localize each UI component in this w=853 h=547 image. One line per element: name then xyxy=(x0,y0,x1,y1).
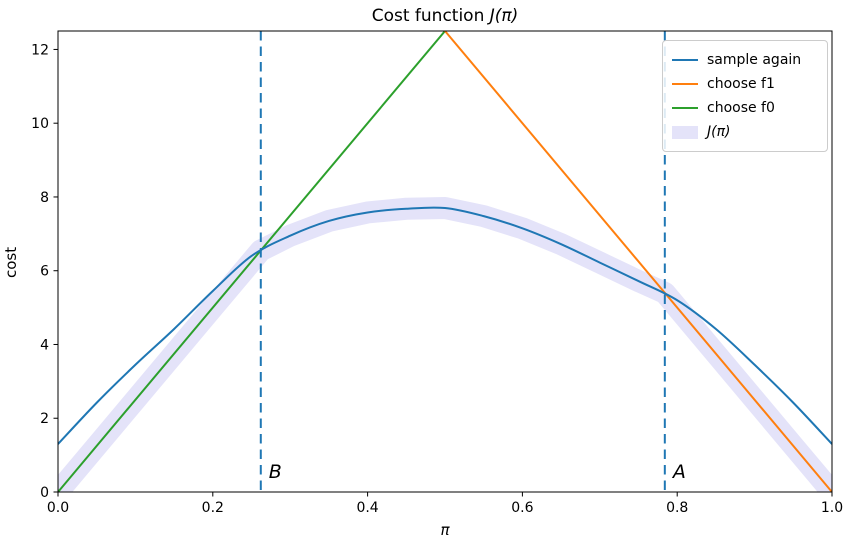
y-tick-label: 0 xyxy=(40,485,49,501)
x-tick-label: 0.6 xyxy=(511,500,533,516)
series-sample-again xyxy=(58,206,832,445)
axes-frame xyxy=(57,30,833,493)
legend-label: sample again xyxy=(707,52,802,68)
jpi-band xyxy=(58,197,832,492)
series-choose-f0 xyxy=(58,31,446,492)
y-tick-label: 2 xyxy=(40,411,49,427)
legend-item-sample-again: sample again xyxy=(672,48,818,72)
x-tick-label: 1.0 xyxy=(821,500,843,516)
x-tick-label: 0.2 xyxy=(202,500,224,516)
legend-swatch-choose-f1 xyxy=(672,82,698,86)
annotation-B: B xyxy=(269,461,282,483)
y-tick-label: 8 xyxy=(40,190,49,206)
plot-area xyxy=(58,31,832,492)
legend-item-choose-f1: choose f1 xyxy=(672,72,818,96)
legend: sample again choose f1 choose f0 J(π) xyxy=(662,40,828,152)
y-tick-label: 6 xyxy=(40,264,49,280)
annotation-A: A xyxy=(671,461,686,483)
y-tick-label: 10 xyxy=(31,116,49,132)
x-axis-label: π xyxy=(440,521,450,539)
chart-title-math: J(π) xyxy=(489,6,519,26)
chart-title-text: Cost function xyxy=(371,6,490,26)
legend-label: J(π) xyxy=(707,124,731,140)
x-tick-label: 0.0 xyxy=(47,500,69,516)
legend-swatch-sample-again xyxy=(672,58,698,62)
x-tick-label: 0.8 xyxy=(666,500,688,516)
x-tick-label: 0.4 xyxy=(356,500,378,516)
legend-swatch-jpi xyxy=(672,125,698,139)
legend-item-choose-f0: choose f0 xyxy=(672,96,818,120)
legend-label: choose f1 xyxy=(707,76,775,92)
legend-swatch-choose-f0 xyxy=(672,106,698,110)
series-choose-f1 xyxy=(444,31,832,492)
legend-item-jpi: J(π) xyxy=(672,120,818,144)
y-axis-label: cost xyxy=(2,246,20,278)
y-tick-label: 4 xyxy=(40,337,49,353)
y-tick-label: 12 xyxy=(31,42,49,58)
legend-label: choose f0 xyxy=(707,100,775,116)
chart-title: Cost function J(π) xyxy=(58,6,832,26)
